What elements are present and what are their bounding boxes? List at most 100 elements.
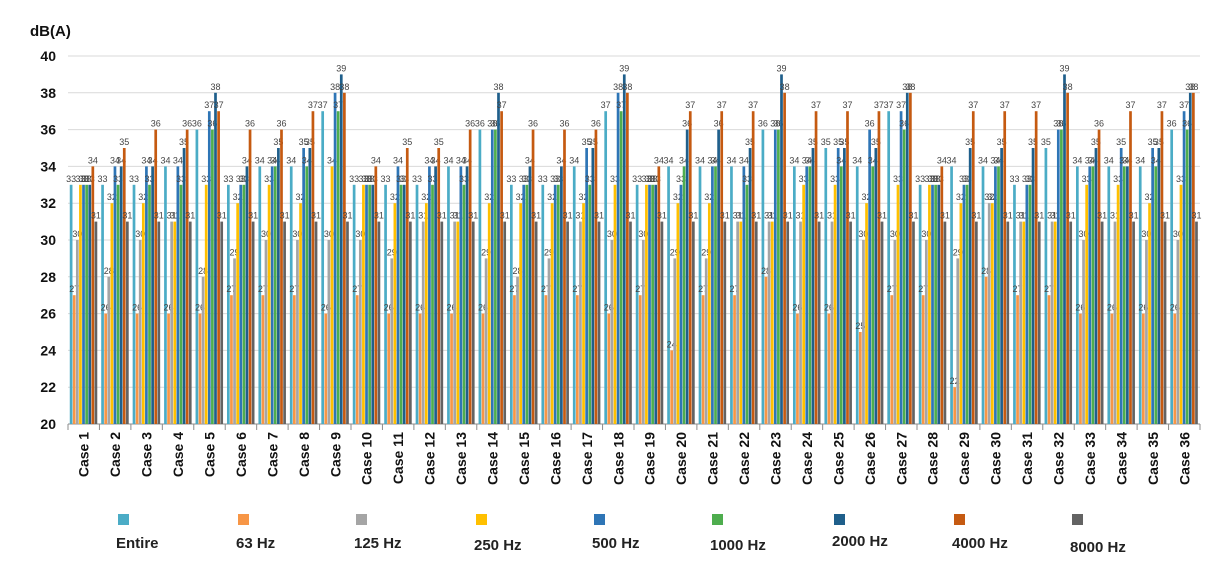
bar xyxy=(1160,111,1164,424)
legend-swatch xyxy=(1072,514,1083,525)
bar xyxy=(418,313,422,424)
data-label: 35 xyxy=(833,137,843,147)
data-label: 26 xyxy=(478,303,488,313)
data-label: 37 xyxy=(1031,100,1041,110)
data-label: 31 xyxy=(450,211,460,221)
bar xyxy=(839,166,843,424)
data-label: 31 xyxy=(1034,211,1044,221)
data-label: 33 xyxy=(924,174,934,184)
data-label: 30 xyxy=(324,229,334,239)
data-label: 30 xyxy=(607,229,617,239)
data-label: 31 xyxy=(720,211,730,221)
bar xyxy=(456,221,460,424)
data-label: 31 xyxy=(311,211,321,221)
data-label: 34 xyxy=(242,155,252,165)
data-label: 33 xyxy=(519,174,529,184)
bar xyxy=(201,276,205,424)
data-label: 35 xyxy=(582,137,592,147)
x-tick-label: Case 35 xyxy=(1145,432,1161,485)
bar xyxy=(500,111,503,424)
bar xyxy=(711,166,714,424)
bar xyxy=(767,221,771,424)
bar xyxy=(459,166,463,424)
bar xyxy=(849,221,852,424)
legend-swatch xyxy=(476,514,487,525)
legend-label: 250 Hz xyxy=(474,537,522,554)
data-label: 33 xyxy=(176,174,186,184)
data-label: 31 xyxy=(940,211,950,221)
data-label: 34 xyxy=(1088,155,1098,165)
bar xyxy=(478,129,482,424)
bar xyxy=(968,148,972,424)
bar xyxy=(258,166,262,424)
bar xyxy=(377,221,381,424)
bar xyxy=(987,203,991,424)
data-label: 31 xyxy=(342,211,352,221)
data-label: 31 xyxy=(796,211,806,221)
data-label: 34 xyxy=(852,155,862,165)
data-label: 34 xyxy=(462,155,472,165)
data-label: 33 xyxy=(651,174,661,184)
bar xyxy=(899,111,903,424)
data-label: 31 xyxy=(1019,211,1029,221)
x-tick-label: Case 5 xyxy=(202,432,218,477)
data-label: 31 xyxy=(625,211,635,221)
data-label: 34 xyxy=(431,155,441,165)
data-label: 33 xyxy=(113,174,123,184)
bar xyxy=(745,184,749,424)
bar xyxy=(72,295,76,424)
data-label: 31 xyxy=(374,211,384,221)
bar xyxy=(1069,221,1073,424)
x-tick-label: Case 1 xyxy=(76,432,92,477)
bar xyxy=(336,111,340,424)
data-label: 36 xyxy=(559,119,569,129)
data-label: 27 xyxy=(289,284,299,294)
bar xyxy=(1075,166,1079,424)
data-label: 31 xyxy=(167,211,177,221)
bar xyxy=(1192,92,1195,425)
bar xyxy=(1056,129,1060,424)
data-label: 27 xyxy=(258,284,268,294)
bar xyxy=(824,148,828,424)
data-label: 33 xyxy=(239,174,249,184)
data-label: 32 xyxy=(107,192,117,202)
data-label: 26 xyxy=(321,303,331,313)
bar xyxy=(610,240,614,424)
bar xyxy=(544,295,548,424)
data-label: 27 xyxy=(572,284,582,294)
bar xyxy=(730,166,733,424)
bar xyxy=(503,221,507,424)
data-label: 33 xyxy=(368,174,378,184)
bar xyxy=(1000,148,1003,424)
bar xyxy=(188,221,192,424)
bar xyxy=(321,111,325,424)
data-label: 34 xyxy=(994,155,1004,165)
bar xyxy=(723,221,727,424)
bar xyxy=(865,203,868,424)
bar xyxy=(846,111,849,424)
bar xyxy=(704,258,708,424)
bar xyxy=(308,148,312,424)
bar xyxy=(424,203,428,424)
bar xyxy=(597,221,601,424)
data-label: 33 xyxy=(553,174,563,184)
data-label: 35 xyxy=(1154,137,1164,147)
x-tick-label: Case 27 xyxy=(893,432,909,485)
bar xyxy=(497,92,500,425)
data-label: 37 xyxy=(1179,100,1189,110)
bar xyxy=(1044,148,1048,424)
bar xyxy=(890,295,894,424)
data-label: 36 xyxy=(475,119,485,129)
data-label: 37 xyxy=(685,100,695,110)
legend-label: Entire xyxy=(116,535,159,552)
data-label: 32 xyxy=(956,192,966,202)
bar xyxy=(836,148,840,424)
data-label: 37 xyxy=(1125,100,1135,110)
data-label: 36 xyxy=(528,119,538,129)
x-tick-label: Case 33 xyxy=(1082,432,1098,485)
data-label: 33 xyxy=(799,174,809,184)
bar xyxy=(352,184,356,424)
data-label: 33 xyxy=(201,174,211,184)
data-label: 34 xyxy=(1122,155,1132,165)
data-label: 37 xyxy=(497,100,507,110)
